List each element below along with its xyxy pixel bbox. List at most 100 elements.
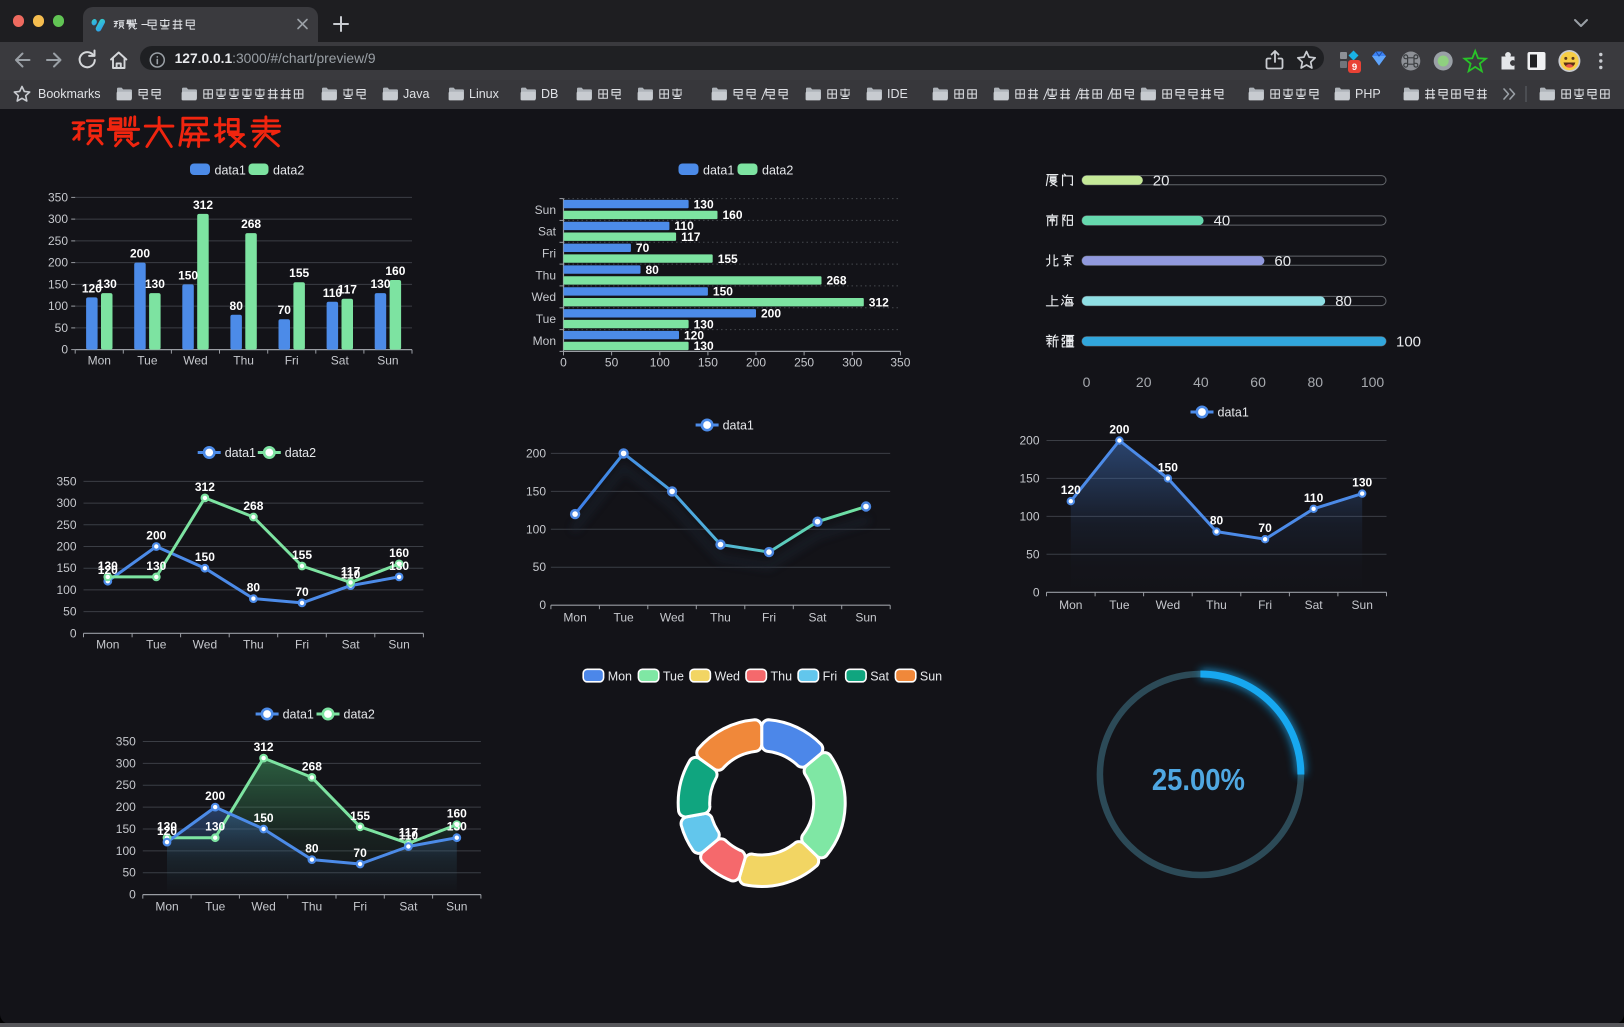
svg-text:data2: data2 <box>344 708 375 722</box>
svg-text:300: 300 <box>56 496 76 510</box>
svg-text:0: 0 <box>1033 585 1040 599</box>
svg-text:Mon: Mon <box>1059 598 1082 612</box>
svg-text:data2: data2 <box>762 164 793 178</box>
svg-text:120: 120 <box>98 563 118 577</box>
svg-text:Wed: Wed <box>715 670 741 684</box>
svg-text:200: 200 <box>205 789 225 803</box>
svg-text:130: 130 <box>146 559 166 573</box>
svg-text:Fri: Fri <box>1258 598 1272 612</box>
svg-text:200: 200 <box>116 800 136 814</box>
svg-text:200: 200 <box>56 540 76 554</box>
svg-text:Sun: Sun <box>920 670 942 684</box>
svg-text:Sat: Sat <box>1305 598 1324 612</box>
svg-text:268: 268 <box>241 217 261 231</box>
svg-text:117: 117 <box>399 825 419 839</box>
svg-text:Thu: Thu <box>1206 598 1227 612</box>
svg-text:100: 100 <box>650 356 670 370</box>
svg-text:200: 200 <box>526 446 546 460</box>
svg-text:20: 20 <box>1136 374 1152 390</box>
svg-text:Sat: Sat <box>331 354 350 368</box>
svg-text:200: 200 <box>1019 434 1039 448</box>
svg-text:150: 150 <box>178 268 198 282</box>
svg-text:70: 70 <box>278 303 292 317</box>
svg-text:160: 160 <box>723 208 743 222</box>
svg-text:data1: data1 <box>283 708 314 722</box>
svg-text:Mon: Mon <box>155 900 178 914</box>
svg-text:350: 350 <box>116 735 136 749</box>
svg-text:350: 350 <box>890 356 910 370</box>
svg-text:80: 80 <box>230 299 244 313</box>
svg-text:200: 200 <box>746 356 766 370</box>
svg-text:80: 80 <box>1210 514 1224 528</box>
svg-text:25.00%: 25.00% <box>1152 762 1245 797</box>
svg-text:117: 117 <box>338 283 358 297</box>
svg-text:250: 250 <box>48 234 68 248</box>
svg-text:50: 50 <box>605 356 619 370</box>
svg-text:70: 70 <box>1258 521 1272 535</box>
svg-text:150: 150 <box>116 822 136 836</box>
svg-text:250: 250 <box>56 518 76 532</box>
svg-text:150: 150 <box>526 484 546 498</box>
svg-text:Tue: Tue <box>1109 598 1130 612</box>
svg-text:Sat: Sat <box>808 611 827 625</box>
svg-text:50: 50 <box>533 560 547 574</box>
svg-text:150: 150 <box>698 356 718 370</box>
svg-text:70: 70 <box>353 846 367 860</box>
svg-text:data2: data2 <box>285 446 316 460</box>
svg-text:300: 300 <box>116 756 136 770</box>
svg-text:250: 250 <box>116 778 136 792</box>
svg-text:data1: data1 <box>723 419 754 433</box>
svg-text:data1: data1 <box>215 164 246 178</box>
svg-text:data1: data1 <box>703 164 734 178</box>
svg-text:Sat: Sat <box>870 670 889 684</box>
svg-text:Mon: Mon <box>96 638 119 652</box>
svg-text:Wed: Wed <box>251 900 275 914</box>
svg-text:80: 80 <box>305 842 319 856</box>
svg-text:Thu: Thu <box>710 611 731 625</box>
svg-text:80: 80 <box>1335 293 1352 310</box>
svg-text:100: 100 <box>1396 334 1421 351</box>
svg-text:100: 100 <box>116 844 136 858</box>
svg-text:Sat: Sat <box>399 900 418 914</box>
svg-text:data2: data2 <box>273 164 304 178</box>
svg-text:110: 110 <box>1304 491 1324 505</box>
svg-text:0: 0 <box>560 356 567 370</box>
svg-text:350: 350 <box>48 190 68 204</box>
svg-text:Thu: Thu <box>535 268 556 282</box>
svg-text:Fri: Fri <box>285 354 299 368</box>
svg-text:Fri: Fri <box>762 611 776 625</box>
svg-text:Thu: Thu <box>243 638 264 652</box>
svg-text:70: 70 <box>636 241 650 255</box>
svg-text:130: 130 <box>694 197 714 211</box>
svg-text:Sun: Sun <box>855 611 876 625</box>
svg-text:Thu: Thu <box>233 354 254 368</box>
svg-text:Tue: Tue <box>536 312 557 326</box>
svg-text:0: 0 <box>61 343 68 357</box>
svg-text:160: 160 <box>447 807 467 821</box>
svg-text:117: 117 <box>341 565 361 579</box>
svg-text:250: 250 <box>794 356 814 370</box>
svg-text:Mon: Mon <box>533 334 556 348</box>
svg-text:100: 100 <box>1019 509 1039 523</box>
svg-text:268: 268 <box>827 274 847 288</box>
svg-text:155: 155 <box>292 548 312 562</box>
svg-text:50: 50 <box>122 866 136 880</box>
svg-text:0: 0 <box>539 598 546 612</box>
svg-text:130: 130 <box>157 820 177 834</box>
svg-text:Thu: Thu <box>302 900 323 914</box>
svg-text:40: 40 <box>1214 213 1231 230</box>
svg-text:268: 268 <box>302 759 322 773</box>
svg-text:100: 100 <box>1361 374 1385 390</box>
svg-text:130: 130 <box>694 317 714 331</box>
svg-text:Mon: Mon <box>608 670 632 684</box>
svg-text:Thu: Thu <box>771 670 793 684</box>
svg-text:110: 110 <box>674 219 694 233</box>
svg-text:Wed: Wed <box>660 611 684 625</box>
svg-text:100: 100 <box>48 299 68 313</box>
svg-text:155: 155 <box>350 809 370 823</box>
svg-text:155: 155 <box>289 266 309 280</box>
svg-text:Fri: Fri <box>353 900 367 914</box>
svg-text:160: 160 <box>389 546 409 560</box>
svg-text:Fri: Fri <box>823 670 838 684</box>
svg-text:Sun: Sun <box>1352 598 1373 612</box>
